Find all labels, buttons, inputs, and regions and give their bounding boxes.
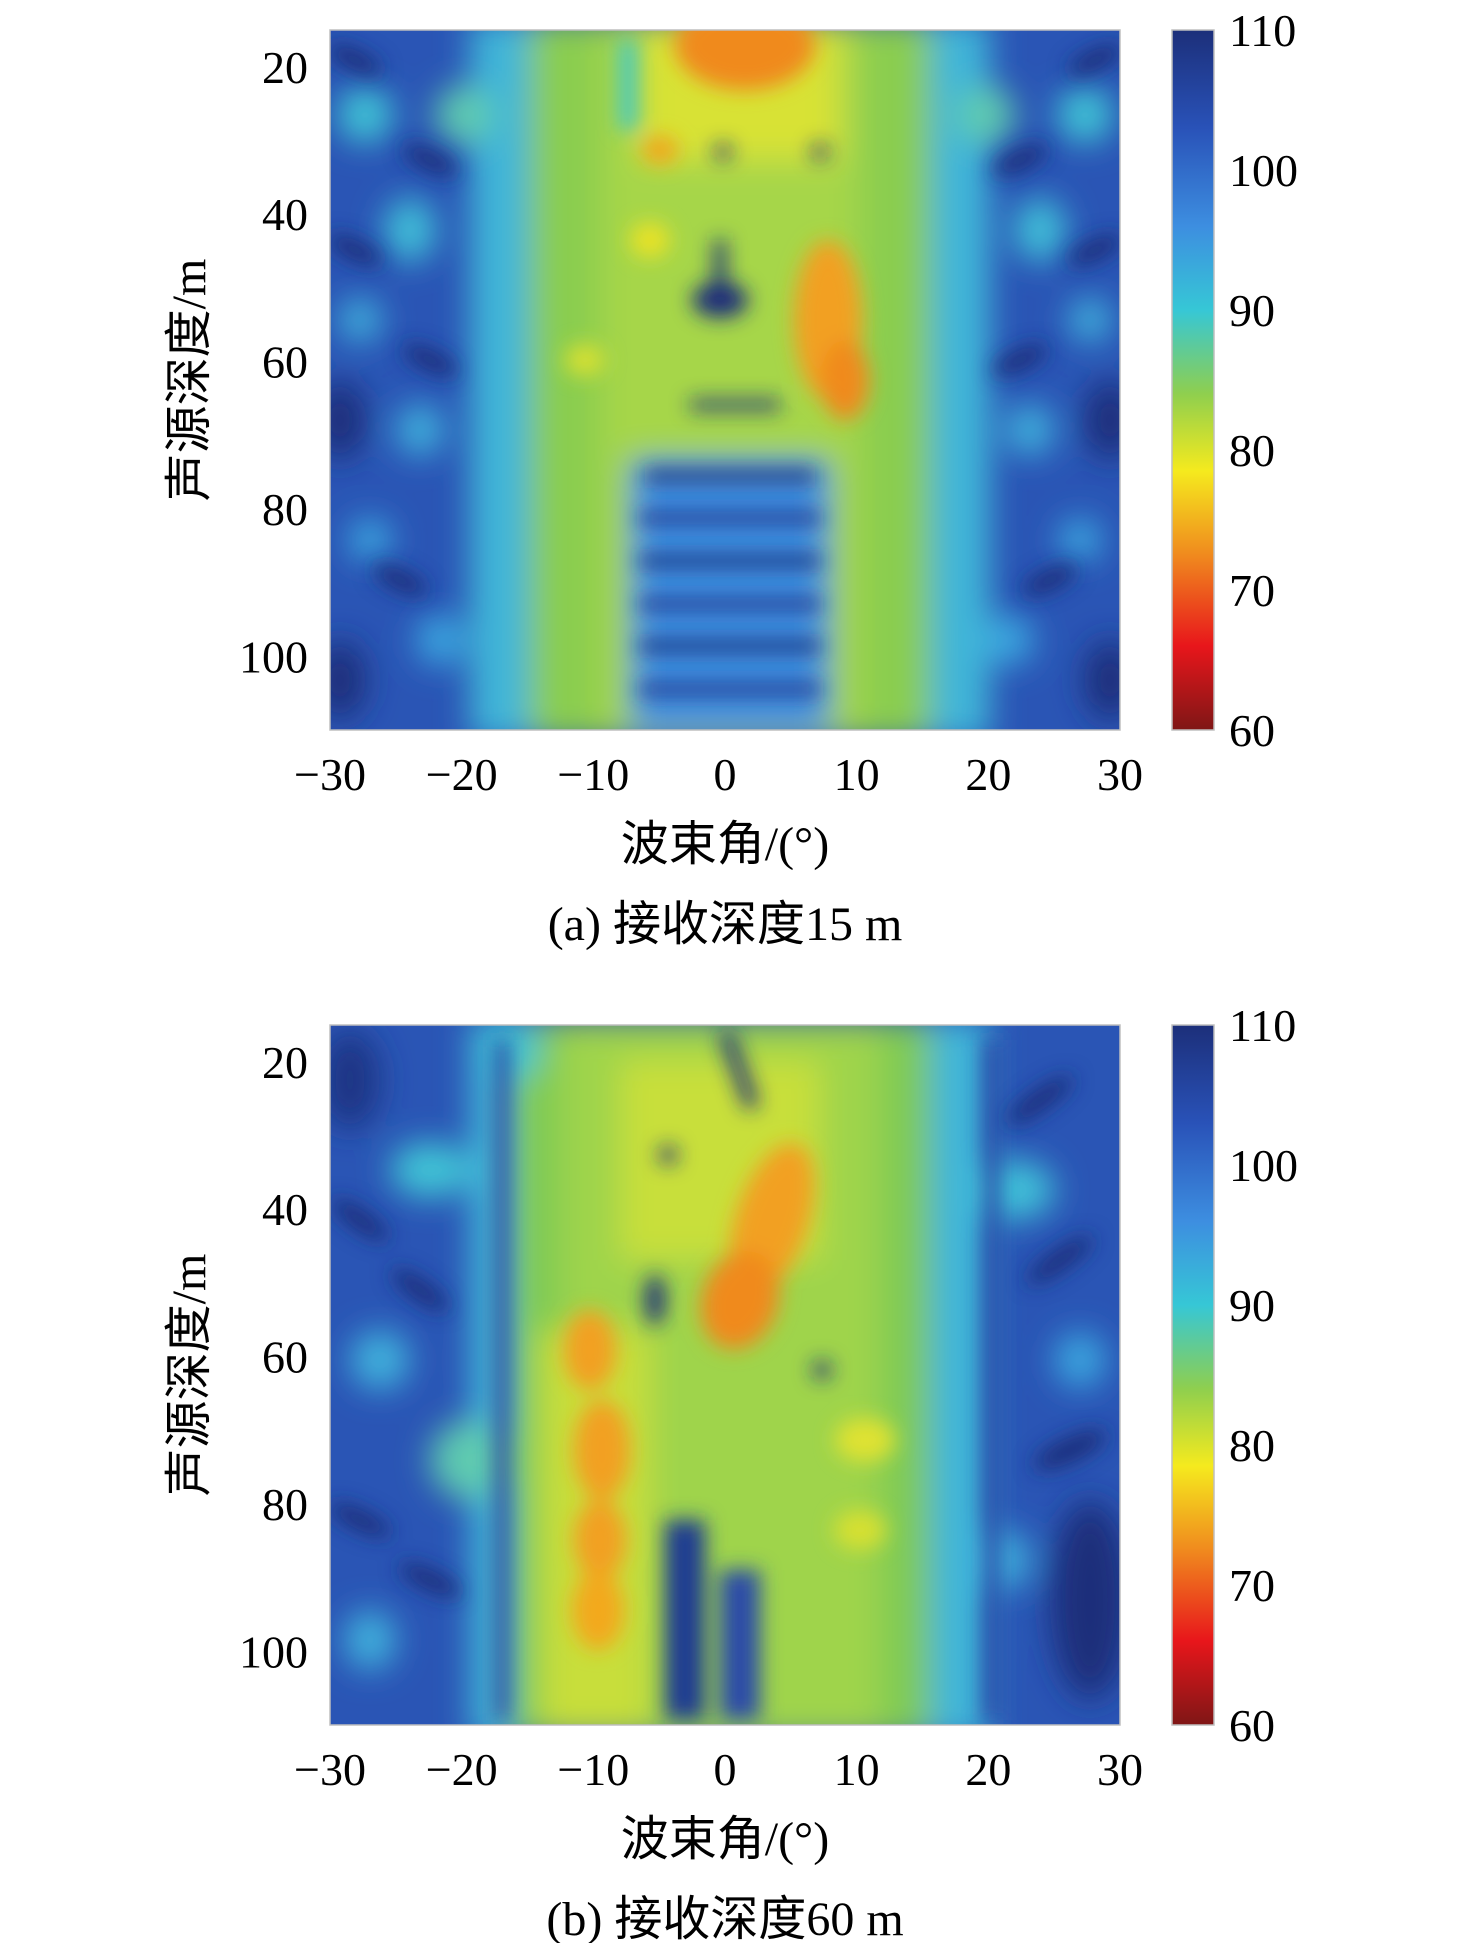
y-tick-label: 20 — [262, 42, 308, 93]
colorbar-tick-label: 100 — [1229, 1140, 1298, 1191]
x-axis-a: −30 −20 −10 0 10 20 30 — [294, 749, 1143, 800]
colorbar-tick-label: 60 — [1229, 1700, 1275, 1751]
y-axis-b: 20 40 60 80 100 — [239, 1037, 308, 1677]
heatmap-b-detail — [495, 1030, 999, 1720]
colorbar-tick-label: 60 — [1229, 705, 1275, 756]
heatmap-a — [330, 30, 1120, 730]
colorbar-tick-label: 80 — [1229, 1420, 1275, 1471]
y-tick-label: 100 — [239, 1626, 308, 1677]
heatmap-b-edge-dashes — [330, 1075, 1107, 1597]
y-tick-label: 40 — [262, 189, 308, 240]
colorbar-tick-label: 80 — [1229, 425, 1275, 476]
x-tick-label: −20 — [426, 749, 498, 800]
colorbar-tick-label: 100 — [1229, 145, 1298, 196]
x-tick-label: 30 — [1097, 1744, 1143, 1795]
colorbar-b — [1171, 1024, 1215, 1726]
heatmap-b — [330, 1025, 1120, 1725]
x-tick-label: −30 — [294, 749, 366, 800]
colorbar-tick-label: 110 — [1229, 1000, 1296, 1051]
heatmap-a-detail — [565, 30, 869, 695]
x-axis-label-a: 波束角/(°) — [621, 818, 830, 871]
y-tick-label: 20 — [262, 1037, 308, 1088]
y-axis-label-b: 声源深度/m — [163, 1254, 216, 1497]
colorbar-tick-label: 110 — [1229, 5, 1296, 56]
x-tick-label: −20 — [426, 1744, 498, 1795]
x-axis-label-b: 波束角/(°) — [621, 1813, 830, 1866]
y-tick-label: 80 — [262, 484, 308, 535]
caption-a: (a) 接收深度15 m — [548, 898, 903, 951]
y-tick-label: 100 — [239, 631, 308, 682]
x-tick-label: 0 — [714, 749, 737, 800]
x-tick-label: 10 — [834, 1744, 880, 1795]
x-tick-label: −10 — [557, 749, 629, 800]
colorbar-tick-label: 70 — [1229, 1560, 1275, 1611]
x-tick-label: −30 — [294, 1744, 366, 1795]
y-axis-a: 20 40 60 80 100 — [239, 42, 308, 682]
colorbar-ticks-a: 60 70 80 90 100 110 — [1229, 5, 1298, 756]
colorbar-tick-label: 90 — [1229, 1280, 1275, 1331]
colorbar-tick-label: 70 — [1229, 565, 1275, 616]
y-axis-label-a: 声源深度/m — [163, 259, 216, 502]
x-axis-b: −30 −20 −10 0 10 20 30 — [294, 1744, 1143, 1795]
y-tick-label: 80 — [262, 1479, 308, 1530]
x-tick-label: −10 — [557, 1744, 629, 1795]
y-tick-label: 60 — [262, 337, 308, 388]
y-tick-label: 60 — [262, 1332, 308, 1383]
plot-frame-b — [329, 1024, 1121, 1726]
x-tick-label: 20 — [965, 749, 1011, 800]
x-tick-label: 30 — [1097, 749, 1143, 800]
colorbar-a — [1171, 29, 1215, 731]
panel-b: −30 −20 −10 0 10 20 30 20 40 60 80 100 波束角/(°) 声源深… — [163, 1000, 1298, 1943]
plot-frame-a — [329, 29, 1121, 731]
x-tick-label: 10 — [834, 749, 880, 800]
caption-b: (b) 接收深度60 m — [546, 1893, 903, 1943]
y-tick-label: 40 — [262, 1184, 308, 1235]
colorbar-ticks-b: 60 70 80 90 100 110 — [1229, 1000, 1298, 1751]
colorbar-tick-label: 90 — [1229, 285, 1275, 336]
heatmap-a-edge-dashes — [330, 44, 1120, 596]
x-tick-label: 0 — [714, 1744, 737, 1795]
panel-a: −30 −20 −10 0 10 20 30 20 40 60 80 100 波束角/(°) 声源深… — [163, 5, 1298, 951]
x-tick-label: 20 — [965, 1744, 1011, 1795]
